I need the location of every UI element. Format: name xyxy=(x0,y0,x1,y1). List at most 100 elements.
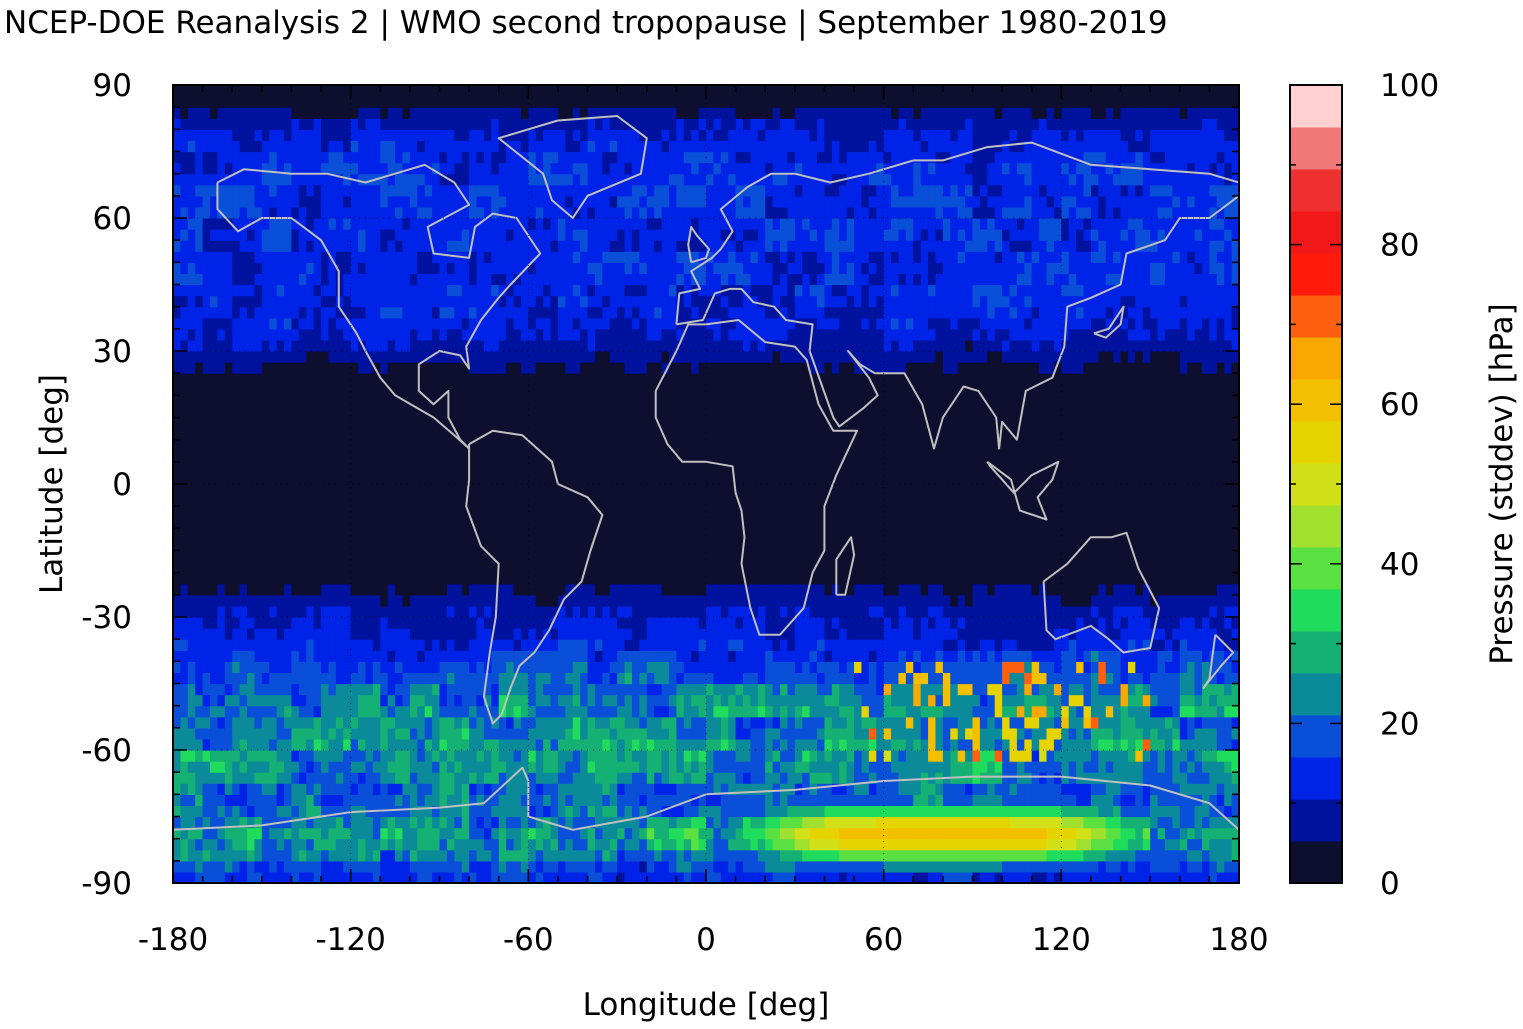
heatmap-cell xyxy=(1113,594,1122,607)
heatmap-cell xyxy=(291,506,300,518)
heatmap-cell xyxy=(913,871,922,883)
heatmap-cell xyxy=(602,550,611,563)
heatmap-cell xyxy=(328,661,337,674)
heatmap-cell xyxy=(232,738,241,751)
heatmap-cell xyxy=(180,528,189,541)
heatmap-cell xyxy=(735,650,744,662)
heatmap-cell xyxy=(210,794,219,807)
heatmap-cell xyxy=(639,838,648,851)
heatmap-cell xyxy=(883,628,892,640)
heatmap-cell xyxy=(343,772,352,784)
heatmap-cell xyxy=(654,849,663,862)
heatmap-cell xyxy=(1031,805,1040,818)
heatmap-cell xyxy=(854,583,863,596)
heatmap-cell xyxy=(994,594,1003,607)
heatmap-cell xyxy=(846,661,855,674)
heatmap-cell xyxy=(1179,539,1188,552)
heatmap-cell xyxy=(395,871,404,883)
heatmap-cell xyxy=(965,617,974,629)
heatmap-cell xyxy=(1150,639,1159,651)
heatmap-cell xyxy=(254,694,263,707)
heatmap-cell xyxy=(461,727,470,740)
heatmap-cell xyxy=(1209,761,1218,773)
heatmap-cell xyxy=(594,605,603,618)
heatmap-cell xyxy=(217,550,226,563)
heatmap-cell xyxy=(765,539,774,552)
heatmap-cell xyxy=(1002,628,1011,640)
heatmap-cell xyxy=(513,528,522,541)
heatmap-cell xyxy=(609,672,618,685)
heatmap-cell xyxy=(965,650,974,662)
heatmap-cell xyxy=(1053,871,1062,883)
heatmap-cell xyxy=(380,583,389,596)
heatmap-cell xyxy=(920,750,929,762)
heatmap-cell xyxy=(461,495,470,507)
heatmap-cell xyxy=(1120,705,1129,718)
heatmap-cell xyxy=(1142,827,1151,840)
heatmap-cell xyxy=(706,816,714,829)
heatmap-cell xyxy=(861,495,870,507)
heatmap-cell xyxy=(476,583,485,596)
heatmap-cell xyxy=(387,617,396,629)
heatmap-cell xyxy=(276,528,285,541)
heatmap-cell xyxy=(706,528,714,541)
heatmap-cell xyxy=(1068,705,1077,718)
heatmap-cell xyxy=(372,661,381,674)
heatmap-cell xyxy=(994,827,1003,840)
heatmap-cell xyxy=(720,528,729,541)
heatmap-cell xyxy=(461,628,470,640)
heatmap-cell xyxy=(543,705,552,718)
heatmap-cell xyxy=(876,727,885,740)
heatmap-cell xyxy=(1172,550,1181,563)
heatmap-cell xyxy=(1157,528,1166,541)
heatmap-cell xyxy=(965,738,974,751)
heatmap-cell xyxy=(950,738,959,751)
heatmap-cell xyxy=(195,572,204,585)
heatmap-cell xyxy=(624,849,633,862)
heatmap-cell xyxy=(691,617,700,629)
heatmap-cell xyxy=(876,639,885,651)
heatmap-cell xyxy=(883,583,892,596)
heatmap-cell xyxy=(1209,794,1218,807)
heatmap-cell xyxy=(898,772,907,784)
heatmap-cell xyxy=(1090,694,1099,707)
heatmap-cell xyxy=(1009,605,1018,618)
heatmap-cell xyxy=(809,528,818,541)
heatmap-cell xyxy=(1113,849,1122,862)
heatmap-cell xyxy=(831,506,840,518)
heatmap-cell xyxy=(1164,561,1173,574)
heatmap-cell xyxy=(750,650,759,662)
heatmap-cell xyxy=(839,838,848,851)
heatmap-cell xyxy=(358,605,367,618)
heatmap-cell xyxy=(328,738,337,751)
heatmap-cell xyxy=(513,617,522,629)
heatmap-cell xyxy=(1201,683,1210,696)
heatmap-cell xyxy=(617,783,626,795)
heatmap-cell xyxy=(817,871,826,883)
heatmap-cell xyxy=(824,772,833,784)
heatmap-cell xyxy=(942,594,951,607)
heatmap-cell xyxy=(950,594,959,607)
heatmap-cell xyxy=(1068,794,1077,807)
heatmap-cell xyxy=(1061,528,1070,541)
heatmap-cell xyxy=(1157,849,1166,862)
heatmap-cell xyxy=(1142,661,1151,674)
heatmap-cell xyxy=(609,838,618,851)
heatmap-cell xyxy=(202,705,211,718)
heatmap-cell xyxy=(335,860,344,873)
heatmap-cell xyxy=(469,539,478,552)
heatmap-cell xyxy=(846,838,855,851)
heatmap-cell xyxy=(1216,716,1225,729)
heatmap-cell xyxy=(1113,772,1122,784)
heatmap-cell xyxy=(802,550,811,563)
heatmap-cell xyxy=(261,727,270,740)
heatmap-cell xyxy=(358,639,367,651)
heatmap-cell xyxy=(180,738,189,751)
heatmap-cell xyxy=(661,860,670,873)
heatmap-cell xyxy=(1209,672,1218,685)
heatmap-cell xyxy=(543,727,552,740)
heatmap-cell xyxy=(350,572,359,585)
heatmap-cell xyxy=(691,761,700,773)
heatmap-cell xyxy=(550,506,559,518)
heatmap-cell xyxy=(891,750,900,762)
